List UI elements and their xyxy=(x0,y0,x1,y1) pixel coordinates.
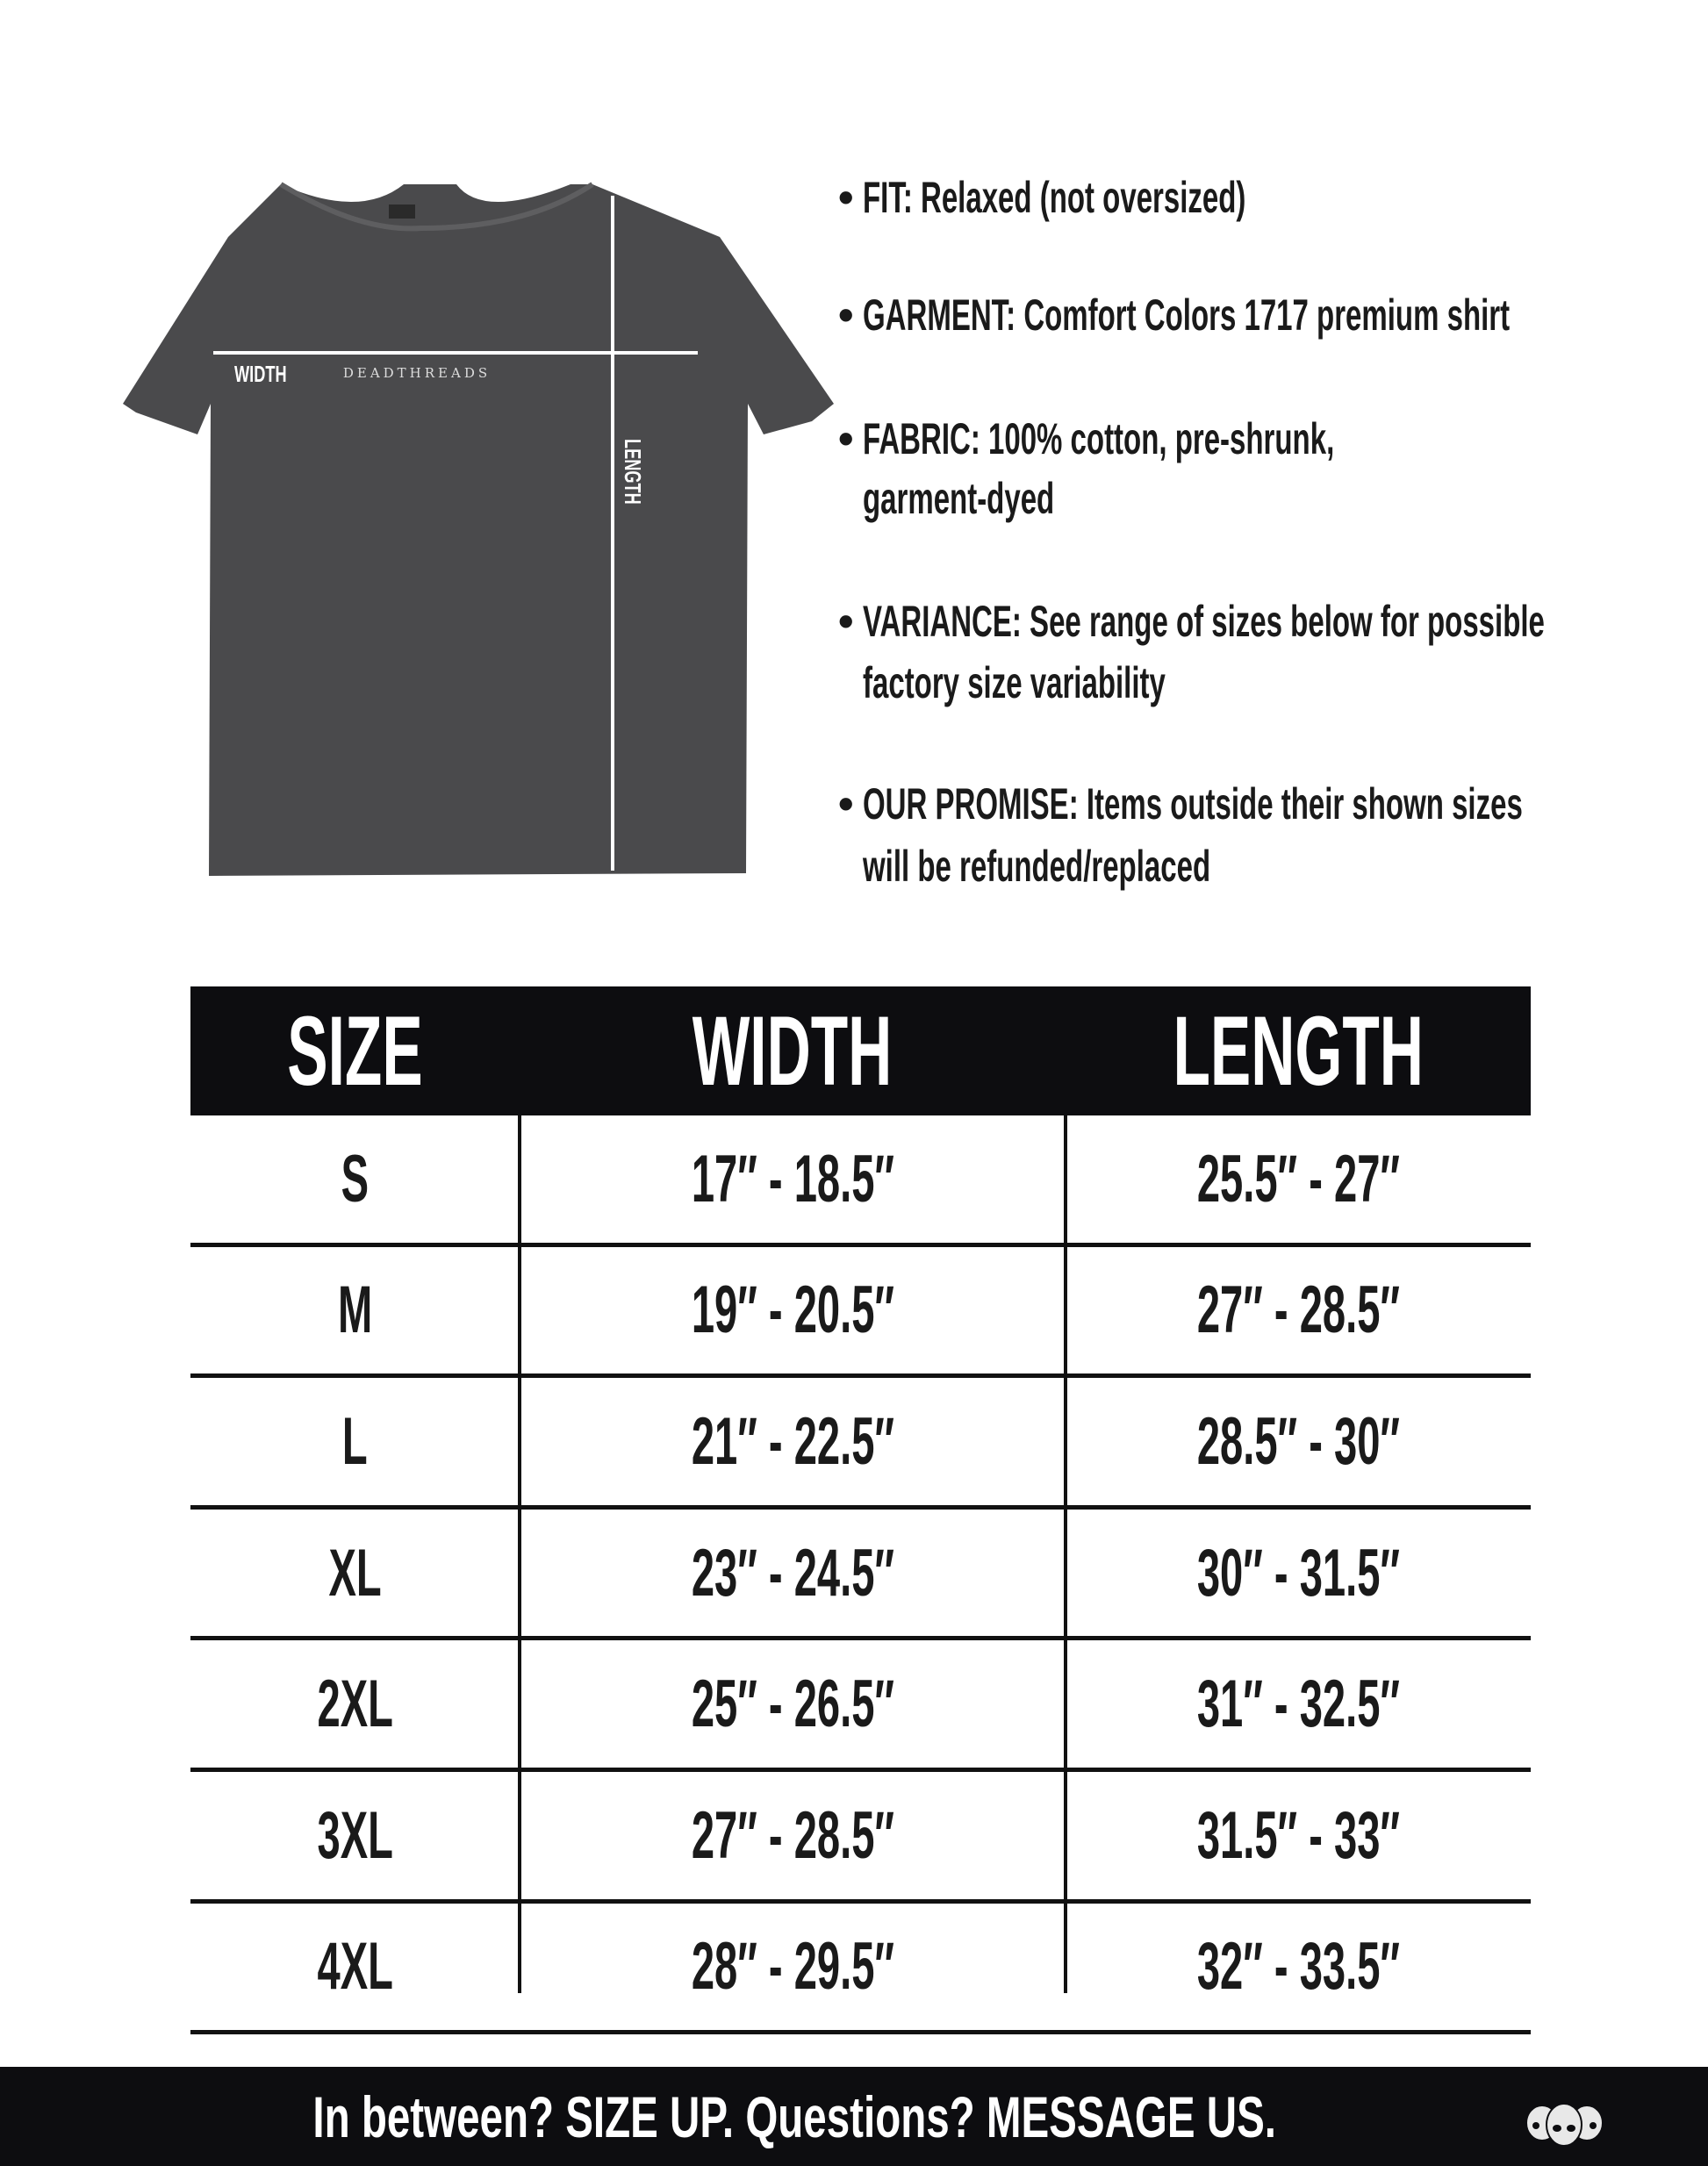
width-label: WIDTH xyxy=(234,362,287,387)
width-cell: 19″ - 20.5″ xyxy=(691,1273,894,1348)
size-cell: 3XL xyxy=(317,1797,393,1873)
table-row: 3XL 27″ - 28.5″ 31.5″ - 33″ xyxy=(190,1772,1531,1904)
size-cell: S xyxy=(341,1141,370,1216)
width-cell: 25″ - 26.5″ xyxy=(691,1667,894,1742)
width-cell: 17″ - 18.5″ xyxy=(691,1141,894,1216)
size-cell: XL xyxy=(328,1535,382,1610)
length-cell: 31.5″ - 33″ xyxy=(1196,1797,1400,1873)
table-row: L 21″ - 22.5″ 28.5″ - 30″ xyxy=(190,1378,1531,1510)
size-chart-table: SIZE WIDTH LENGTH S 17″ - 18.5″ 25.5″ - 27… xyxy=(190,986,1531,2035)
tshirt-illustration: DEADTHREADS WIDTH LENGTH xyxy=(123,182,834,876)
size-cell: L xyxy=(342,1403,368,1479)
size-cell: 2XL xyxy=(317,1667,393,1742)
neck-tag-icon xyxy=(389,204,415,219)
length-cell: 32″ - 33.5″ xyxy=(1196,1929,1400,2005)
length-cell: 27″ - 28.5″ xyxy=(1196,1273,1400,1348)
width-cell: 23″ - 24.5″ xyxy=(691,1535,894,1610)
table-row: S 17″ - 18.5″ 25.5″ - 27″ xyxy=(190,1115,1531,1247)
table-header: SIZE WIDTH LENGTH xyxy=(190,986,1531,1115)
length-cell: 31″ - 32.5″ xyxy=(1196,1667,1400,1742)
footer-banner: In between? SIZE UP. Questions? MESSAGE … xyxy=(0,2067,1708,2166)
width-cell: 27″ - 28.5″ xyxy=(691,1797,894,1873)
tshirt-shape xyxy=(123,184,834,876)
table-row: 4XL 28″ - 29.5″ 32″ - 33.5″ xyxy=(190,1904,1531,2035)
footer-text: In between? SIZE UP. Questions? MESSAGE … xyxy=(312,2084,1276,2149)
header-size: SIZE xyxy=(287,996,423,1106)
table-row: 2XL 25″ - 26.5″ 31″ - 32.5″ xyxy=(190,1640,1531,1772)
shirt-brand: DEADTHREADS xyxy=(343,365,491,381)
header-length: LENGTH xyxy=(1173,996,1424,1106)
length-label: LENGTH xyxy=(620,439,645,505)
three-skulls-icon xyxy=(1525,2103,1604,2147)
size-cell: 4XL xyxy=(317,1929,393,2005)
width-cell: 21″ - 22.5″ xyxy=(691,1403,894,1479)
column-divider xyxy=(1064,1115,1067,1993)
table-row: XL 23″ - 24.5″ 30″ - 31.5″ xyxy=(190,1510,1531,1641)
header-width: WIDTH xyxy=(693,996,893,1106)
length-cell: 30″ - 31.5″ xyxy=(1196,1535,1400,1610)
table-row: M 19″ - 20.5″ 27″ - 28.5″ xyxy=(190,1247,1531,1379)
column-divider xyxy=(518,1115,521,1993)
size-cell: M xyxy=(337,1273,373,1348)
length-cell: 25.5″ - 27″ xyxy=(1196,1141,1400,1216)
width-cell: 28″ - 29.5″ xyxy=(691,1929,894,2005)
length-cell: 28.5″ - 30″ xyxy=(1196,1403,1400,1479)
